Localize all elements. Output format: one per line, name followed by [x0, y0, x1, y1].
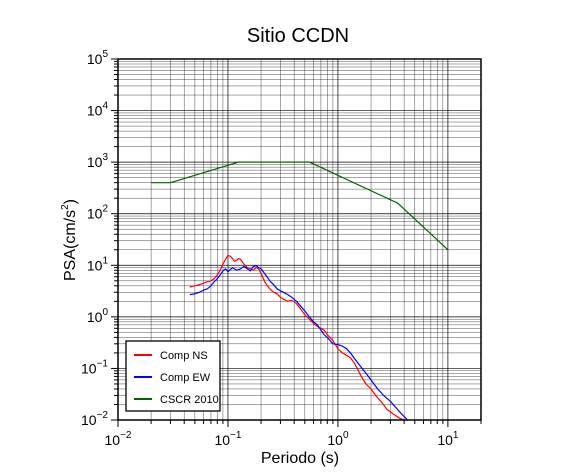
legend-label: Comp NS — [160, 350, 208, 362]
series-line-0 — [189, 254, 405, 421]
y-tick-label: 100 — [87, 307, 109, 325]
y-axis-label-close: ) — [62, 199, 79, 204]
y-tick-label: 103 — [87, 152, 109, 170]
x-tick-label: 100 — [327, 430, 349, 448]
y-tick-label: 105 — [87, 49, 109, 67]
y-axis-label: PSA(cm/s2) — [60, 199, 79, 281]
x-axis-label: Periodo (s) — [261, 450, 339, 467]
y-tick-label: 102 — [87, 204, 109, 222]
y-axis-label-sup: 2 — [60, 204, 71, 210]
y-axis-label-base: PSA(cm/s — [62, 210, 79, 281]
legend: Comp NS Comp EW CSCR 2010 — [125, 340, 221, 412]
x-tick-label: 10−1 — [214, 430, 241, 448]
y-tick-label: 10−2 — [81, 410, 108, 428]
chart-title: Sitio CCDN — [247, 25, 349, 47]
plot-frame — [117, 58, 482, 421]
x-tick-label: 101 — [437, 430, 459, 448]
x-tick-label: 10−2 — [105, 430, 132, 448]
series-line-1 — [189, 265, 409, 421]
y-tick-label: 104 — [87, 101, 109, 119]
tick-labels: 10−2 10−1 100 101 10−2 10−1 100 101 102 103 104 105 — [81, 49, 459, 448]
legend-label: CSCR 2010 — [160, 394, 219, 406]
legend-label: Comp EW — [160, 372, 211, 384]
series-line-2 — [151, 161, 449, 251]
y-tick-label: 101 — [87, 255, 109, 273]
axis-ticks — [111, 58, 482, 427]
y-tick-label: 10−1 — [81, 358, 108, 376]
series-group — [151, 161, 449, 421]
